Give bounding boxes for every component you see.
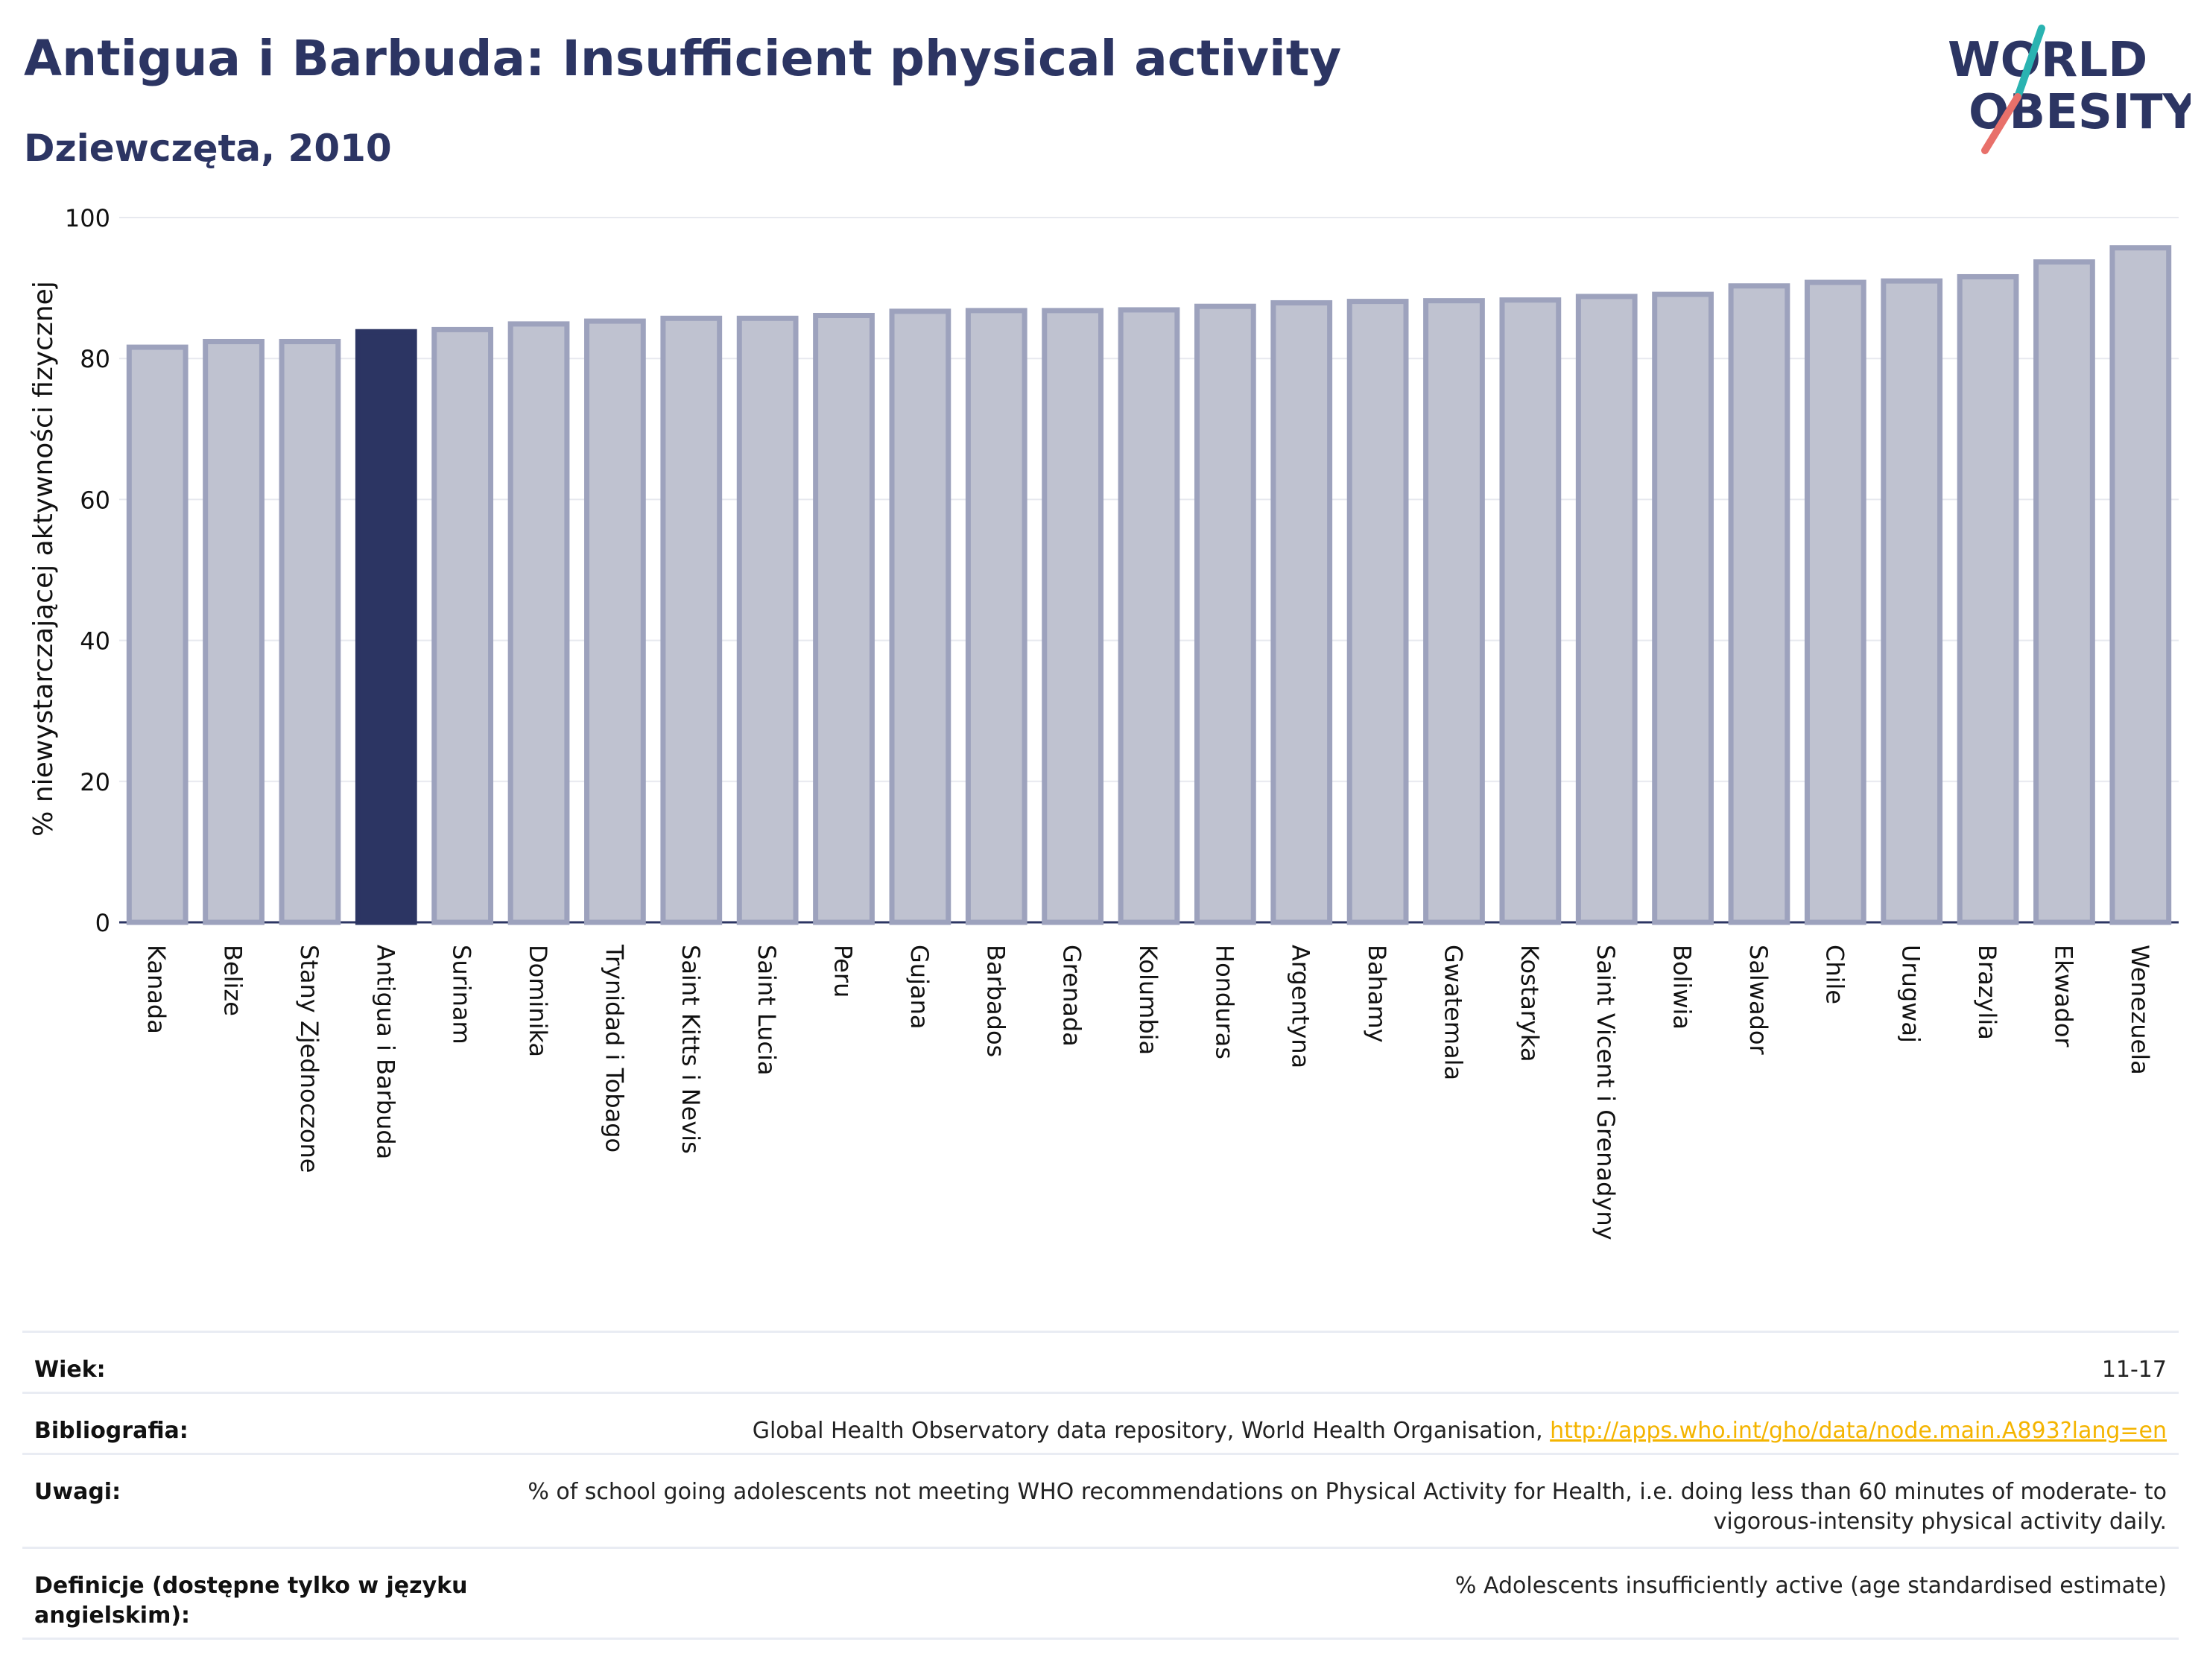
y-tick-label: 60 — [80, 486, 110, 514]
y-tick-label: 20 — [80, 768, 110, 796]
y-axis-label: % niewystarczającej aktywności fizycznej — [28, 281, 59, 837]
bar[interactable] — [736, 315, 799, 925]
bar[interactable] — [1652, 291, 1714, 925]
info-table-bottom-rule — [22, 1638, 2179, 1640]
x-tick-label: Salwador — [1744, 945, 1773, 1055]
logo-slash-teal — [2014, 25, 2045, 101]
logo-word-world: WORLD — [1948, 33, 2147, 88]
info-label-definitions: Definicje (dostępne tylko w języku angie… — [34, 1573, 468, 1629]
x-tick-label: Stany Zjednoczone — [295, 945, 323, 1173]
bar[interactable] — [2033, 259, 2095, 925]
x-tick-label: Honduras — [1210, 945, 1238, 1059]
bar[interactable] — [889, 308, 951, 925]
x-tick-label: Wenezuela — [2126, 945, 2154, 1075]
x-tick-label: Brazylia — [1973, 945, 2001, 1040]
bar[interactable] — [584, 318, 646, 925]
x-tick-label: Kanada — [142, 945, 171, 1034]
x-tick-label: Barbados — [981, 945, 1010, 1057]
info-row-bibliography: Bibliografia: Global Health Observatory … — [22, 1392, 2179, 1453]
info-label-bibliography: Bibliografia: — [34, 1418, 189, 1444]
x-tick-label: Grenada — [1058, 945, 1086, 1047]
y-tick-label: 0 — [95, 909, 110, 937]
x-tick-label: Trynidad i Tobago — [600, 944, 628, 1153]
y-tick-label: 80 — [80, 345, 110, 373]
world-obesity-logo[interactable]: WORLD OBESITY — [1937, 22, 2191, 156]
axis-layer: 0 20 40 60 80 100 Kanada Belize Stany Zjednoczon… — [65, 204, 2154, 1240]
bars-layer — [126, 245, 2172, 925]
bar[interactable] — [279, 338, 341, 925]
bar[interactable] — [1499, 297, 1562, 925]
bibliography-text: Global Health Observatory data repositor… — [752, 1418, 1551, 1444]
x-tick-label: Gujana — [905, 945, 934, 1029]
x-tick-label: Kolumbia — [1134, 945, 1162, 1055]
x-tick-label: Boliwia — [1668, 945, 1697, 1030]
bar[interactable] — [507, 321, 570, 925]
bar[interactable] — [1346, 299, 1409, 925]
chart-subtitle: Dziewczęta, 2010 — [24, 127, 392, 170]
y-tick-label: 100 — [65, 204, 110, 232]
bar[interactable] — [1270, 299, 1333, 925]
bar[interactable] — [126, 344, 189, 925]
info-value-bibliography: Global Health Observatory data repositor… — [753, 1416, 2167, 1453]
info-value-notes: % of school going adolescents not meetin… — [528, 1479, 2167, 1535]
bar[interactable] — [355, 329, 417, 925]
info-table: Wiek: 11-17 Bibliografia: Global Health … — [22, 1331, 2179, 1640]
x-tick-label: Argentyna — [1287, 945, 1315, 1068]
x-tick-label: Saint Vicent i Grenadyny — [1592, 945, 1620, 1240]
bar[interactable] — [1423, 298, 1485, 925]
chart-title: Antigua i Barbuda: Insufficient physical… — [24, 30, 1342, 87]
x-tick-label: Ekwador — [2049, 945, 2077, 1047]
x-tick-label: Surinam — [448, 945, 476, 1045]
bar[interactable] — [431, 326, 494, 925]
x-tick-label: Bahamy — [1363, 945, 1391, 1043]
x-tick-label: Saint Lucia — [753, 945, 781, 1075]
x-tick-label: Gwatemala — [1439, 945, 1467, 1080]
bar[interactable] — [1194, 303, 1256, 925]
bar[interactable] — [1118, 307, 1180, 925]
info-row-notes: Uwagi: % of school going adolescents not… — [22, 1453, 2179, 1547]
bar[interactable] — [1042, 308, 1104, 925]
y-tick-label: 40 — [80, 627, 110, 656]
bibliography-link[interactable]: http://apps.who.int/gho/data/node.main.A… — [1550, 1418, 2167, 1444]
info-row-age: Wiek: 11-17 — [22, 1331, 2179, 1392]
x-tick-label: Urugwaj — [1897, 945, 1925, 1043]
bar[interactable] — [1957, 273, 2019, 925]
bar[interactable] — [1728, 283, 1790, 925]
x-tick-label: Antigua i Barbuda — [371, 945, 399, 1159]
x-tick-label: Kostaryka — [1516, 945, 1544, 1062]
bar[interactable] — [1881, 278, 1943, 925]
x-tick-label: Peru — [829, 945, 858, 998]
bar[interactable] — [203, 338, 265, 925]
x-tick-label: Dominika — [524, 945, 552, 1057]
bar[interactable] — [1575, 294, 1638, 925]
info-label-notes: Uwagi: — [34, 1479, 121, 1505]
info-label-age: Wiek: — [34, 1357, 106, 1383]
info-row-definitions: Definicje (dostępne tylko w języku angie… — [22, 1547, 2179, 1638]
bar[interactable] — [2109, 245, 2172, 925]
logo-slash-coral — [1981, 93, 2021, 154]
x-tick-label: Chile — [1820, 945, 1849, 1004]
info-value-definitions: % Adolescents insufficiently active (age… — [1454, 1573, 2167, 1599]
bar[interactable] — [965, 308, 1027, 925]
x-tick-label: Belize — [219, 945, 247, 1016]
bar-chart: 0 20 40 60 80 100 Kanada Belize Stany Zjednoczon… — [28, 204, 2179, 1240]
bar[interactable] — [813, 312, 875, 925]
info-value-age: 11-17 — [2101, 1357, 2167, 1383]
x-tick-label: Saint Kitts i Nevis — [677, 945, 705, 1154]
bar[interactable] — [1804, 279, 1866, 925]
bar[interactable] — [660, 315, 723, 925]
